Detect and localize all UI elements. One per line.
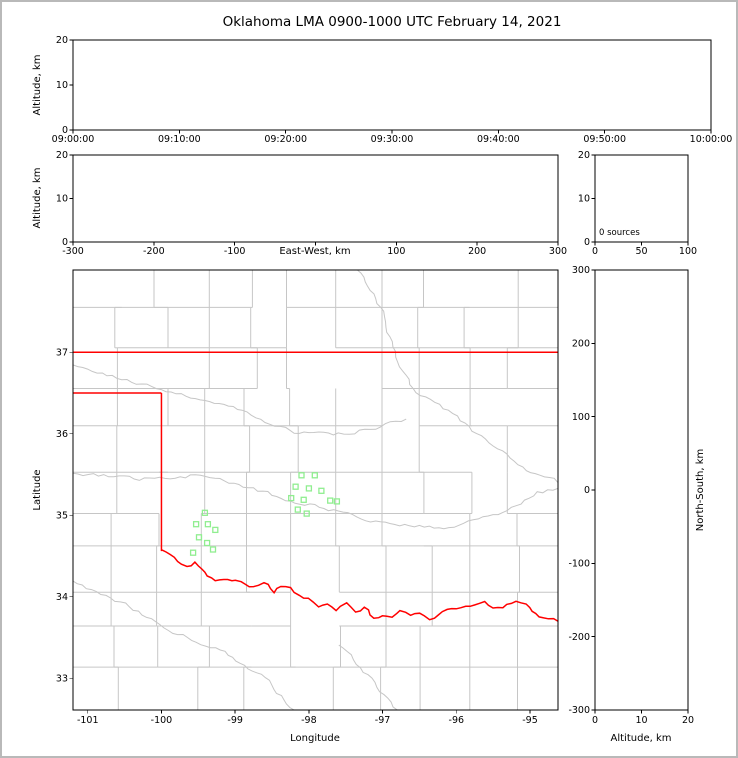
tick-label: 10:00:00 [690,134,733,145]
river-line [356,270,558,484]
tick-label: 36 [56,429,68,440]
tick-label: -95 [522,715,538,726]
time-height-panel [72,39,712,131]
state-border-red-river [161,549,558,622]
tick-label: 37 [56,347,68,358]
tick-label: 20 [56,150,68,161]
tick-label: 0 [592,246,598,257]
tick-label: 200 [468,246,486,257]
tick-label: 09:00:00 [52,134,95,145]
tick-label: 20 [578,150,590,161]
lma-station-marker [300,496,307,503]
tick-label: -100 [568,559,590,570]
tick-label: -96 [449,715,465,726]
tick-label: 10 [578,194,590,205]
map-ylabel: Latitude [32,469,43,510]
tick-label: 0 [584,237,590,248]
lma-station-marker [311,472,318,479]
tick-label: 09:30:00 [371,134,414,145]
lma-station-marker [209,546,217,553]
tick-label: 09:50:00 [583,134,626,145]
tick-label: 10 [635,715,647,726]
lma-station-marker [298,472,305,479]
tick-label: 300 [572,265,590,276]
tick-label: -98 [301,715,317,726]
tick-label: 300 [549,246,567,257]
tick-label: -300 [568,705,590,716]
tick-label: 33 [56,673,68,684]
tick-label: 100 [387,246,405,257]
river-line [73,580,295,710]
tick-label: 100 [572,412,590,423]
plan-view-map-panel [72,269,559,711]
tick-label: 0 [62,125,68,136]
tick-label: 200 [572,339,590,350]
stations-layer [189,472,341,556]
tick-label: 35 [56,510,68,521]
ticks-layer: 09:00:00 09:10:00 09:20:00 09:30:00 09:40:00… [52,35,733,726]
east-west-height-panel [72,154,559,243]
map-xlabel: Longitude [290,733,340,744]
lma-station-marker [318,487,325,494]
counties-layer [73,270,558,710]
lma-station-marker [305,485,313,492]
tick-label: 09:20:00 [264,134,307,145]
lma-station-marker [294,506,301,513]
sources-count-annotation: 0 sources [599,228,640,238]
lma-station-marker [192,521,200,528]
lma-station-marker [327,497,334,504]
tick-label: 10 [56,80,68,91]
ns-height-ylabel: North-South, km [695,449,706,532]
tick-label: -99 [227,715,243,726]
tick-label: -200 [143,246,165,257]
tick-label: 0 [584,485,590,496]
lma-station-marker [212,526,219,534]
tick-label: 34 [56,592,68,603]
tick-label: -100 [151,715,173,726]
time-height-ylabel: Altitude, km [32,55,43,116]
tick-label: 0 [592,715,598,726]
lma-station-marker [204,521,212,528]
river-line [73,364,407,436]
tick-label: -97 [375,715,391,726]
lma-station-marker [195,534,203,541]
ew-height-ylabel: Altitude, km [32,168,43,229]
tick-label: -101 [77,715,99,726]
map-content [73,270,558,710]
lma-station-marker [189,549,197,556]
tick-label: -100 [224,246,246,257]
lma-station-marker [201,509,209,516]
ns-height-xlabel: Altitude, km [611,733,672,744]
tick-label: 09:10:00 [158,134,201,145]
lma-station-marker [203,539,211,547]
tick-label: -200 [568,632,590,643]
tick-label: 20 [56,35,68,46]
tick-label: 50 [635,246,647,257]
map-panel-frame [72,269,559,711]
figure-title: Oklahoma LMA 0900-1000 UTC February 14, … [223,14,562,30]
state-border-layer [73,351,558,622]
river-line [73,472,558,530]
tick-label: -300 [62,246,84,257]
lma-station-marker [333,498,341,505]
lma-station-marker [288,494,295,502]
tick-label: 10 [56,194,68,205]
ew-height-xlabel: East-West, km [279,246,350,257]
tick-label: 100 [679,246,697,257]
river-line [338,644,398,710]
rivers-layer [73,270,558,710]
tick-label: 20 [682,715,694,726]
lma-station-marker [303,510,310,517]
tick-label: 0 [62,237,68,248]
north-south-height-panel [594,269,689,711]
tick-label: 09:40:00 [477,134,520,145]
lma-station-marker [292,483,299,490]
